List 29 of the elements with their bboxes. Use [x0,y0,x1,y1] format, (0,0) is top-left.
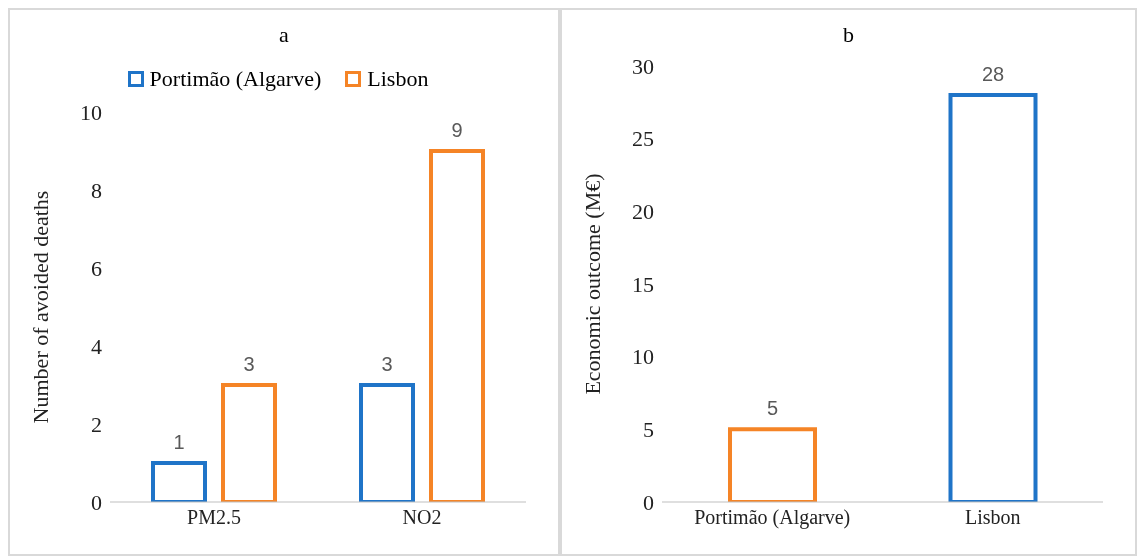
y-tick-label: 10 [80,99,102,125]
chart-title: a [278,21,290,49]
y-tick-label: 2 [91,411,102,437]
legend-label: Portimão (Algarve) [148,66,322,92]
y-tick-label: 30 [632,53,654,79]
data-label: 1 [173,431,185,453]
y-tick-label: 5 [643,417,654,443]
x-tick-label: Lisbon [964,506,1021,529]
x-tick-label: NO2 [402,506,442,529]
data-label: 5 [766,397,779,420]
y-tick-label: 15 [632,271,654,297]
data-label: 28 [981,63,1005,86]
y-tick-label: 20 [632,199,654,225]
y-axis-title: Economic outcome (M€) [579,173,605,395]
chart-title: b [843,22,854,47]
y-tick-label: 10 [632,344,654,370]
y-tick-label: 6 [91,255,102,281]
y-tick-label: 4 [91,333,102,359]
y-tick-label: 25 [632,126,654,152]
data-label: 3 [243,353,255,375]
data-label: 3 [381,353,393,375]
legend-label: Lisbon [366,66,429,92]
y-tick-label: 0 [643,489,654,515]
x-tick-label: PM2.5 [187,506,241,529]
y-tick-label: 0 [91,489,102,515]
y-axis-title: Number of avoided deaths [27,190,53,424]
y-tick-label: 8 [91,177,102,203]
data-label: 9 [451,119,463,141]
x-tick-label: Portimão (Algarve) [694,506,851,530]
